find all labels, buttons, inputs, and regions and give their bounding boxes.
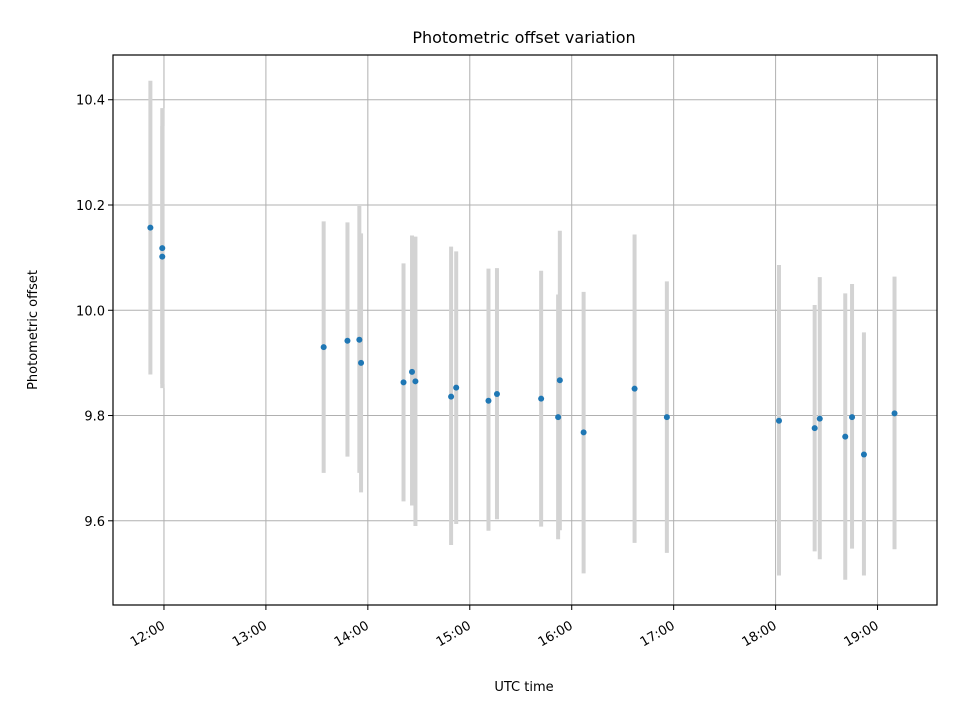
data-point (159, 253, 166, 260)
data-point (356, 336, 363, 343)
data-point (891, 410, 898, 417)
plot-frame (112, 54, 938, 606)
data-point (811, 425, 818, 432)
data-point (485, 397, 492, 404)
data-point (358, 359, 365, 366)
data-point (842, 433, 849, 440)
data-point (412, 378, 419, 385)
data-point (448, 393, 455, 400)
y-tick-label: 10.0 (76, 304, 105, 319)
data-point (538, 395, 545, 402)
y-tick-label: 9.6 (84, 515, 105, 530)
data-point (860, 451, 867, 458)
data-point (580, 429, 587, 436)
data-point (555, 414, 562, 421)
data-point (556, 377, 563, 384)
chart-title: Photometric offset variation (412, 28, 635, 47)
y-tick-label: 9.8 (84, 410, 105, 425)
data-point (493, 390, 500, 397)
data-point (400, 379, 407, 386)
data-points (147, 224, 898, 458)
data-point (320, 344, 327, 351)
y-tick-label: 10.4 (76, 94, 105, 109)
x-axis-label: UTC time (494, 680, 553, 695)
data-point (409, 368, 416, 375)
y-axis-label: Photometric offset (26, 270, 41, 390)
data-point (663, 414, 670, 421)
data-point (344, 337, 351, 344)
data-point (453, 384, 460, 391)
data-point (631, 385, 638, 392)
data-point (849, 414, 856, 421)
y-tick-label: 10.2 (76, 199, 105, 214)
data-point (159, 245, 166, 252)
data-point (775, 417, 782, 424)
data-point (147, 224, 154, 231)
y-axis-ticks: 9.6 9.8 10.0 10.2 10.4 (76, 94, 113, 530)
grid (113, 55, 937, 605)
data-point (816, 415, 823, 422)
